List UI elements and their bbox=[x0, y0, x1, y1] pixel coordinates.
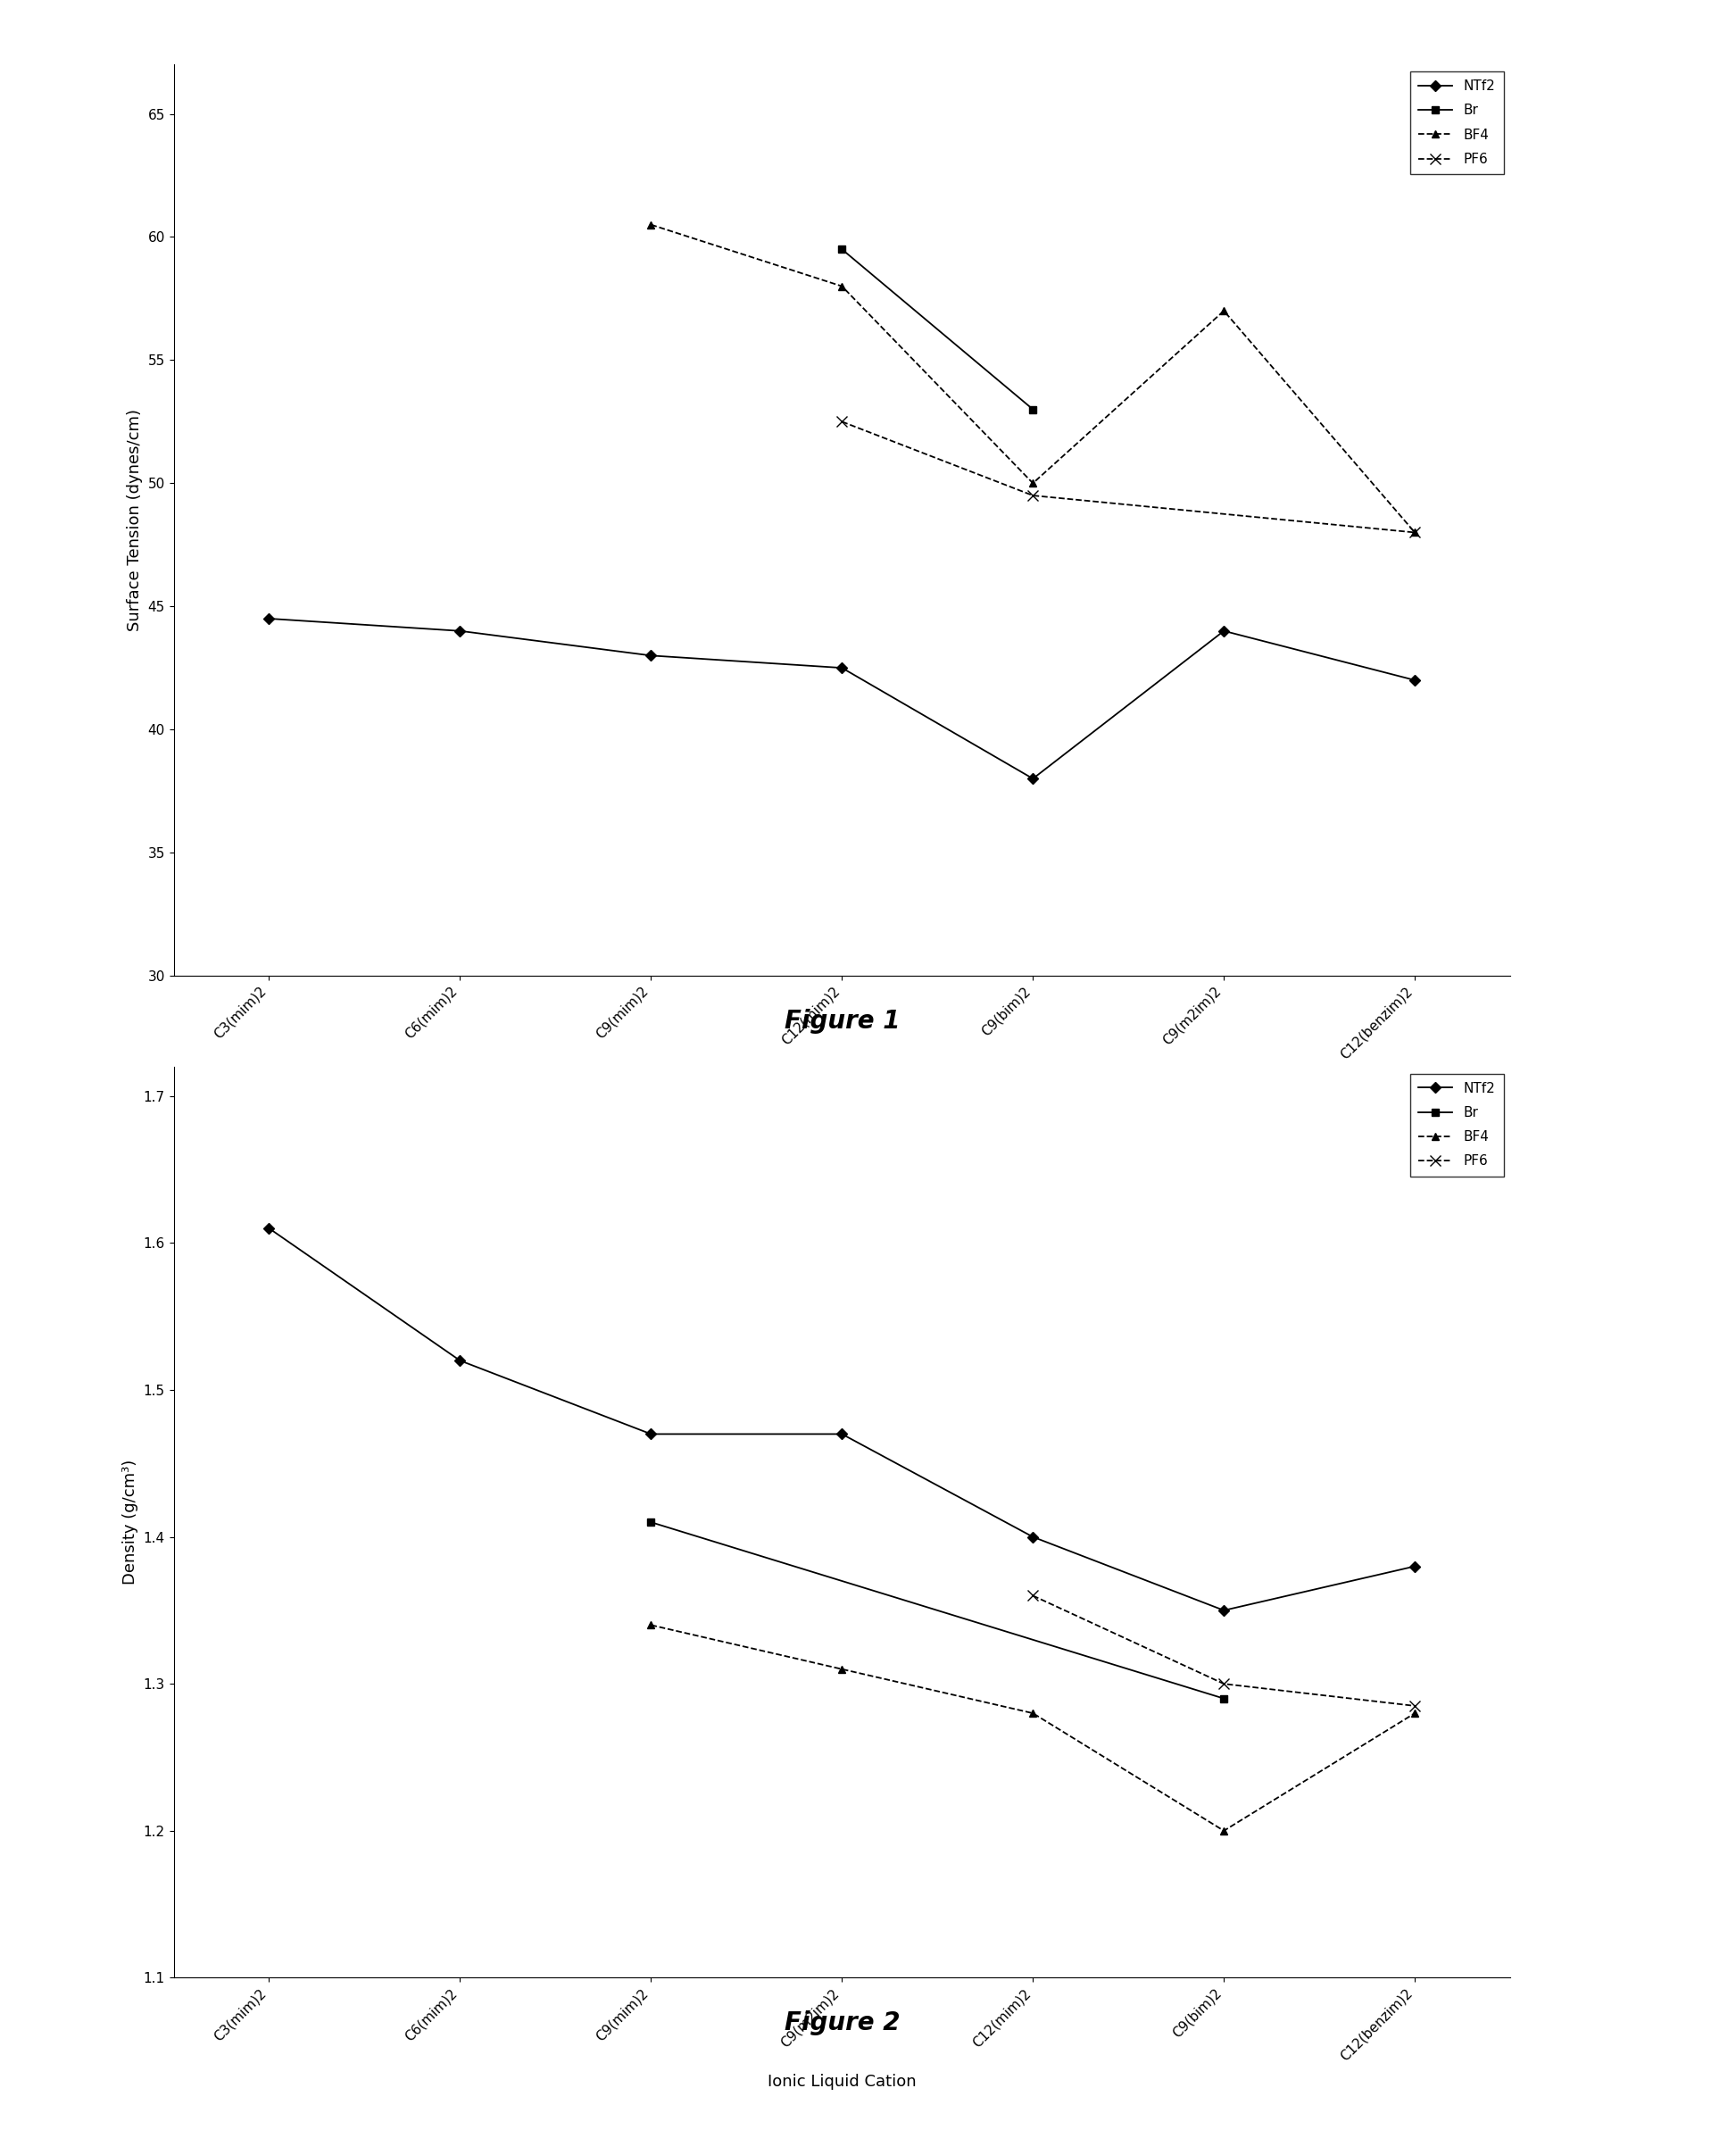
BF4 bbox=[832, 274, 852, 300]
Br bbox=[832, 237, 852, 263]
BF4 bbox=[1404, 519, 1425, 545]
NTf2 bbox=[641, 642, 661, 668]
NTf2 bbox=[1404, 668, 1425, 694]
Br bbox=[1023, 397, 1043, 422]
X-axis label: Ionic Liquid Cation: Ionic Liquid Cation bbox=[767, 1071, 917, 1088]
PF6 bbox=[1404, 519, 1425, 545]
NTf2 bbox=[1023, 765, 1043, 791]
PF6 bbox=[1023, 1582, 1043, 1608]
Y-axis label: Density (g/cm³): Density (g/cm³) bbox=[122, 1459, 139, 1584]
X-axis label: Ionic Liquid Cation: Ionic Liquid Cation bbox=[767, 2073, 917, 2090]
BF4 bbox=[1023, 1700, 1043, 1726]
Text: Figure 2: Figure 2 bbox=[785, 2011, 899, 2036]
PF6 bbox=[1404, 1694, 1425, 1720]
NTf2 bbox=[1404, 1554, 1425, 1580]
NTf2 bbox=[259, 1215, 279, 1241]
BF4 bbox=[1404, 1700, 1425, 1726]
NTf2 bbox=[641, 1420, 661, 1446]
Y-axis label: Surface Tension (dynes/cm): Surface Tension (dynes/cm) bbox=[127, 409, 142, 631]
Line: PF6: PF6 bbox=[1028, 1590, 1420, 1711]
Text: Figure 1: Figure 1 bbox=[785, 1009, 899, 1034]
NTf2 bbox=[1023, 1524, 1043, 1549]
NTf2 bbox=[1213, 1597, 1234, 1623]
Line: NTf2: NTf2 bbox=[266, 614, 1418, 782]
Br bbox=[641, 1508, 661, 1534]
NTf2 bbox=[832, 655, 852, 681]
NTf2 bbox=[259, 606, 279, 631]
BF4 bbox=[1213, 297, 1234, 323]
Line: BF4: BF4 bbox=[648, 1621, 1418, 1834]
BF4 bbox=[832, 1657, 852, 1683]
BF4 bbox=[1213, 1819, 1234, 1845]
Br bbox=[1213, 1685, 1234, 1711]
Line: NTf2: NTf2 bbox=[266, 1224, 1418, 1614]
Line: PF6: PF6 bbox=[837, 416, 1420, 537]
Legend: NTf2, Br, BF4, PF6: NTf2, Br, BF4, PF6 bbox=[1410, 1073, 1503, 1177]
NTf2 bbox=[450, 1347, 470, 1373]
BF4 bbox=[641, 211, 661, 237]
PF6 bbox=[832, 409, 852, 435]
Line: Br: Br bbox=[648, 1519, 1227, 1702]
NTf2 bbox=[450, 618, 470, 644]
Legend: NTf2, Br, BF4, PF6: NTf2, Br, BF4, PF6 bbox=[1410, 71, 1503, 175]
NTf2 bbox=[832, 1420, 852, 1446]
Line: BF4: BF4 bbox=[648, 222, 1418, 537]
BF4 bbox=[641, 1612, 661, 1638]
Line: Br: Br bbox=[838, 246, 1036, 414]
PF6 bbox=[1213, 1670, 1234, 1696]
PF6 bbox=[1023, 483, 1043, 509]
BF4 bbox=[1023, 470, 1043, 496]
NTf2 bbox=[1213, 618, 1234, 644]
